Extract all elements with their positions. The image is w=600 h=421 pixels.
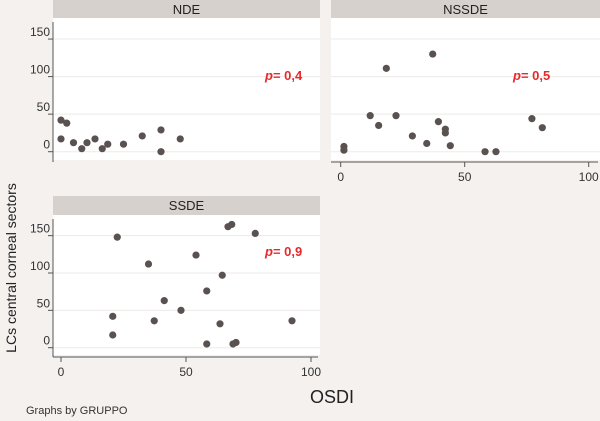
panel-title-ssde: SSDE — [169, 198, 205, 213]
x-tick-label-ssde: 0 — [58, 365, 65, 379]
x-axis-title: OSDI — [310, 387, 354, 407]
data-point-ssde — [228, 220, 236, 229]
data-point-nssde — [481, 148, 489, 156]
data-point-nde — [176, 135, 184, 143]
data-point-ssde — [251, 229, 259, 238]
data-point-nssde — [446, 142, 454, 150]
p-value-nde: p= 0,4 — [264, 68, 303, 83]
x-tick-label-nssde: 50 — [458, 170, 472, 184]
plot-area-nssde — [331, 18, 600, 160]
data-point-nssde — [423, 139, 431, 148]
data-point-nssde — [340, 146, 348, 154]
data-point-ssde — [232, 338, 240, 347]
data-point-nde — [83, 139, 91, 147]
data-point-nssde — [538, 124, 546, 132]
data-point-nde — [157, 148, 165, 156]
data-point-ssde — [109, 312, 117, 320]
data-point-nde — [57, 116, 65, 124]
y-tick-label-ssde: 0 — [43, 334, 50, 348]
data-point-ssde — [109, 331, 117, 339]
data-point-ssde — [203, 340, 211, 348]
p-value-nssde: p= 0,5 — [512, 68, 550, 83]
data-point-nssde — [408, 132, 416, 140]
data-point-ssde — [203, 287, 211, 295]
data-point-nde — [57, 135, 65, 143]
panel-title-nssde: NSSDE — [443, 2, 488, 17]
y-tick-label-nde: 0 — [43, 138, 50, 152]
p-symbol: p — [512, 68, 521, 83]
data-point-ssde — [288, 317, 296, 325]
x-tick-label-ssde: 50 — [179, 365, 193, 379]
data-point-nssde — [429, 50, 437, 58]
panel-strip-ssde — [53, 196, 320, 215]
panel-strip-nde — [53, 0, 320, 18]
data-point-nssde — [375, 121, 383, 130]
graphs-by-note: Graphs by GRUPPO — [26, 405, 128, 417]
data-point-nssde — [441, 129, 449, 137]
data-point-ssde — [192, 251, 200, 259]
y-tick-label-ssde: 50 — [37, 296, 51, 310]
data-point-nde — [119, 140, 128, 148]
p-value-text: = 0,5 — [521, 68, 550, 83]
p-value-text: = 0,4 — [273, 68, 303, 83]
data-point-ssde — [177, 306, 185, 314]
y-tick-label-nde: 150 — [30, 25, 50, 39]
panel-title-nde: NDE — [173, 2, 201, 17]
x-tick-label-nssde: 0 — [337, 170, 344, 184]
y-tick-label-ssde: 100 — [30, 259, 50, 273]
x-tick-label-ssde: 100 — [301, 365, 321, 379]
data-point-nde — [157, 126, 165, 134]
data-point-nssde — [382, 64, 390, 72]
data-point-nssde — [366, 112, 374, 120]
data-point-nssde — [392, 112, 400, 120]
data-point-nde — [138, 132, 146, 140]
y-tick-label-nde: 50 — [37, 100, 51, 114]
y-axis-title: LCs central corneal sectors — [3, 183, 19, 353]
panel-strip-nssde — [331, 0, 600, 18]
data-point-ssde — [150, 317, 158, 325]
p-symbol: p — [264, 68, 273, 83]
data-point-ssde — [216, 320, 224, 328]
data-point-nde — [63, 119, 71, 127]
data-point-nde — [91, 135, 99, 143]
data-point-nde — [98, 145, 106, 153]
p-value-text: = 0,9 — [273, 244, 302, 259]
plot-area-ssde — [53, 215, 320, 355]
x-tick-label-nssde: 100 — [579, 170, 599, 184]
data-point-ssde — [160, 297, 168, 305]
data-point-nssde — [434, 118, 443, 126]
data-point-nssde — [492, 148, 500, 156]
p-value-ssde: p= 0,9 — [264, 244, 302, 259]
y-tick-label-ssde: 150 — [30, 222, 50, 236]
y-tick-label-nde: 100 — [30, 63, 50, 77]
data-point-nde — [69, 139, 78, 147]
data-point-ssde — [144, 260, 153, 268]
data-point-nde — [78, 145, 86, 153]
data-point-ssde — [113, 233, 121, 241]
data-point-nde — [104, 140, 112, 148]
data-point-ssde — [218, 271, 226, 279]
data-point-nssde — [528, 115, 536, 123]
p-symbol: p — [264, 244, 273, 259]
plot-area-nde — [53, 18, 320, 160]
